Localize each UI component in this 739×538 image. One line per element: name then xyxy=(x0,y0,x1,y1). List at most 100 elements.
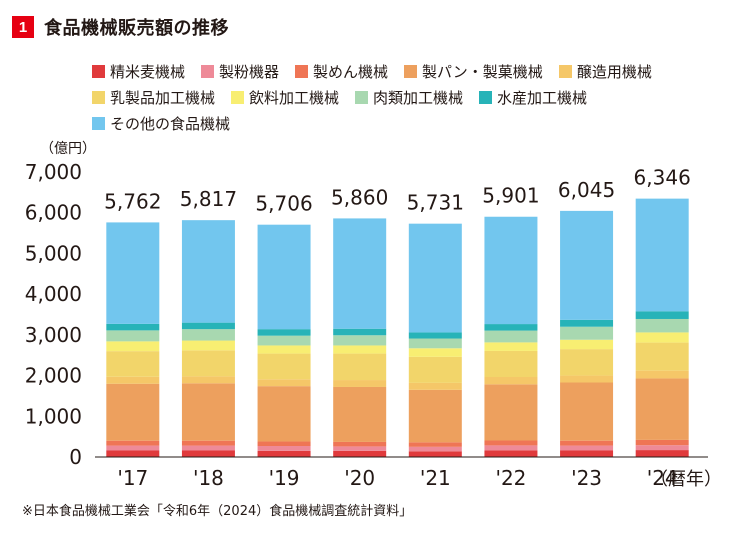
y-tick-label: 4,000 xyxy=(25,282,82,306)
bar-segment xyxy=(333,450,387,457)
bar-total-label: 5,817 xyxy=(180,187,237,211)
bar-segment xyxy=(333,380,387,387)
y-tick-label: 5,000 xyxy=(25,241,82,265)
legend-item: 精米麦機械 xyxy=(92,58,185,84)
bar-total-label: 5,731 xyxy=(407,191,464,215)
bar-segment xyxy=(408,338,462,349)
bar-total-label: 5,901 xyxy=(482,184,539,208)
bar-segment xyxy=(408,451,462,457)
bar-segment xyxy=(106,330,160,342)
bar-segment xyxy=(560,375,614,383)
x-tick-label: '24 xyxy=(647,466,678,490)
bar-segment xyxy=(408,348,462,357)
bar-segment xyxy=(106,323,160,331)
bar-segment xyxy=(484,440,538,446)
y-tick-label: 1,000 xyxy=(25,404,82,428)
bar-segment xyxy=(106,341,160,352)
chart-title: 食品機械販売額の推移 xyxy=(44,18,229,39)
legend-label: 水産加工機械 xyxy=(497,88,588,107)
legend-item: 製パン・製菓機械 xyxy=(404,58,543,84)
bar-total-label: 5,762 xyxy=(104,189,161,213)
bar-segment xyxy=(106,445,160,451)
legend-swatch xyxy=(295,64,309,78)
legend-item: 製めん機械 xyxy=(295,58,388,84)
bar-segment xyxy=(106,440,160,446)
bar-segment xyxy=(333,441,387,447)
bar-segment xyxy=(408,446,462,452)
bar-segment xyxy=(484,324,538,331)
legend-swatch xyxy=(355,90,369,104)
bar-total-label: 6,045 xyxy=(558,178,615,202)
bar-total-label: 5,706 xyxy=(255,192,312,216)
bar-segment xyxy=(181,376,235,384)
bar-segment xyxy=(257,386,311,442)
legend-label: 製パン・製菓機械 xyxy=(422,62,543,81)
legend-swatch xyxy=(404,64,418,78)
bar-segment xyxy=(181,440,235,446)
bar-segment xyxy=(635,318,689,333)
bar-segment xyxy=(635,332,689,343)
legend-label: 製粉機器 xyxy=(219,62,280,81)
bar-total-label: 5,860 xyxy=(331,185,388,209)
bar-segment xyxy=(635,370,689,379)
bar-segment xyxy=(333,386,387,442)
bar-segment xyxy=(484,350,538,377)
x-tick-label: '17 xyxy=(117,466,148,490)
x-tick-label: '19 xyxy=(269,466,300,490)
x-tick-label: '22 xyxy=(495,466,526,490)
legend-label: 製めん機械 xyxy=(313,62,389,81)
bar-segment xyxy=(181,450,235,457)
legend-item: 肉類加工機械 xyxy=(355,84,463,110)
bar-segment xyxy=(106,383,160,441)
bar-segment xyxy=(181,220,235,323)
bar-segment xyxy=(560,445,614,451)
legend-swatch xyxy=(201,64,215,78)
bar-segment xyxy=(106,222,160,324)
y-tick-label: 6,000 xyxy=(25,201,82,225)
figure-number-badge: 1 xyxy=(12,16,34,38)
bar-segment xyxy=(181,329,235,341)
bar-segment xyxy=(181,383,235,441)
bar-segment xyxy=(257,335,311,346)
chart-legend: 精米麦機械 製粉機器 製めん機械 製パン・製菓機械 醸造用機械 乳製品加工機械 飲料加工機械… xyxy=(92,58,732,136)
y-tick-label: 7,000 xyxy=(25,160,82,184)
bar-total-label: 6,346 xyxy=(634,166,691,190)
bar-segment xyxy=(257,345,311,354)
x-tick-label: '21 xyxy=(420,466,451,490)
bar-segment xyxy=(408,382,462,390)
bar-segment xyxy=(635,378,689,440)
bar-segment xyxy=(560,382,614,441)
bar-segment xyxy=(181,350,235,377)
bar-segment xyxy=(181,340,235,351)
bar-segment xyxy=(484,330,538,343)
bar-segment xyxy=(408,223,462,333)
bar-segment xyxy=(484,376,538,385)
bar-segment xyxy=(333,328,387,336)
bar-segment xyxy=(635,342,689,371)
bar-segment xyxy=(484,342,538,351)
bar-segment xyxy=(484,445,538,451)
bar-segment xyxy=(408,332,462,339)
legend-label: 飲料加工機械 xyxy=(249,88,340,107)
legend-swatch xyxy=(231,90,245,104)
legend-swatch xyxy=(92,64,105,78)
bar-segment xyxy=(257,379,311,387)
bar-segment xyxy=(257,446,311,451)
legend-swatch xyxy=(92,90,105,104)
legend-label: 醸造用機械 xyxy=(576,62,652,81)
bar-segment xyxy=(560,450,614,457)
legend-item: 飲料加工機械 xyxy=(231,84,339,110)
x-tick-label: '23 xyxy=(571,466,602,490)
bar-segment xyxy=(257,224,311,330)
bar-segment xyxy=(408,442,462,447)
bar-segment xyxy=(181,445,235,451)
bar-segment xyxy=(635,450,689,457)
y-tick-label: 2,000 xyxy=(25,364,82,388)
bar-segment xyxy=(408,389,462,443)
legend-label: 肉類加工機械 xyxy=(373,88,464,107)
legend-item: その他の食品機械 xyxy=(92,110,230,136)
bar-segment xyxy=(484,450,538,457)
legend-item: 水産加工機械 xyxy=(479,84,587,110)
legend-item: 製粉機器 xyxy=(201,58,279,84)
